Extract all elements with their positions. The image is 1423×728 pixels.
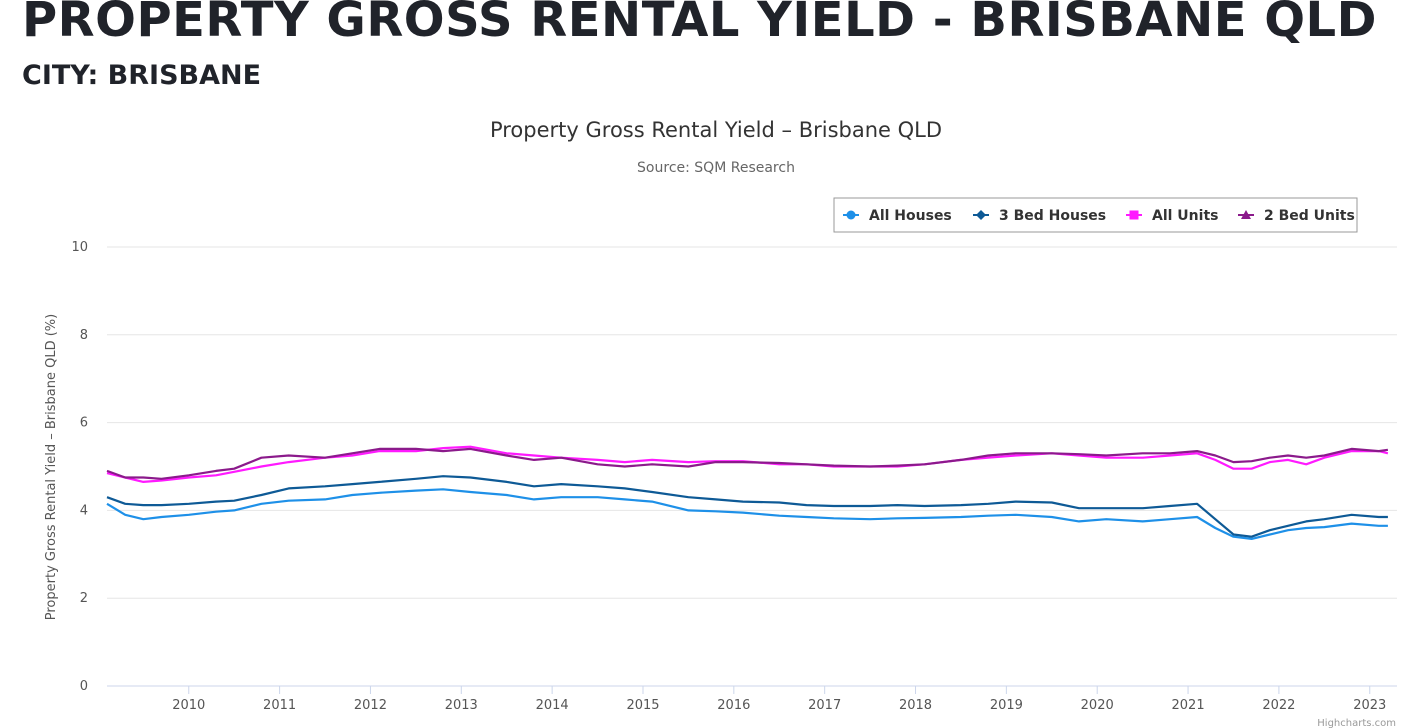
- y-tick-label: 10: [71, 240, 88, 255]
- triangle-marker-icon: [1241, 210, 1251, 219]
- x-tick-label: 2012: [354, 698, 387, 713]
- legend-item[interactable]: All Units: [1126, 208, 1218, 224]
- x-tick-label: 2016: [717, 698, 750, 713]
- x-tick-label: 2018: [899, 698, 932, 713]
- x-axis-ticks: 2010 2011 2012 2013 2014 2015 2016 2017 2018 2019…: [172, 686, 1386, 713]
- circle-marker-icon: [846, 210, 856, 220]
- legend-box: [833, 197, 1358, 233]
- page-heading: PROPERTY GROSS RENTAL YIELD - BRISBANE Q…: [22, 0, 1377, 48]
- x-tick-label: 2022: [1262, 698, 1295, 713]
- series-line-0: [106, 488, 1388, 541]
- legend-item[interactable]: All Houses: [843, 208, 952, 224]
- x-tick-label: 2011: [263, 698, 296, 713]
- x-tick-label: 2014: [536, 698, 569, 713]
- legend-item[interactable]: 2 Bed Units: [1238, 208, 1355, 224]
- x-tick-label: 2023: [1353, 698, 1386, 713]
- x-tick-label: 2021: [1172, 698, 1205, 713]
- y-tick-label: 6: [80, 416, 88, 431]
- x-tick-label: 2019: [990, 698, 1023, 713]
- y-tick-label: 8: [80, 328, 88, 343]
- diamond-marker-icon: [976, 210, 986, 220]
- legend-label: 2 Bed Units: [1264, 208, 1355, 224]
- chart-subtitle: Source: SQM Research: [637, 160, 795, 176]
- square-marker-icon: [1129, 210, 1139, 220]
- y-tick-label: 0: [80, 679, 88, 694]
- series-lines: [106, 445, 1389, 541]
- x-tick-label: 2015: [626, 698, 659, 713]
- chart-title: Property Gross Rental Yield – Brisbane Q…: [490, 118, 942, 142]
- city-heading: CITY: BRISBANE: [22, 60, 262, 91]
- y-tick-label: 2: [80, 591, 88, 606]
- x-tick-label: 2013: [445, 698, 478, 713]
- legend-label: All Units: [1152, 208, 1218, 224]
- y-axis-label: Property Gross Rental Yield – Brisbane Q…: [44, 314, 59, 620]
- series-line-2: [106, 445, 1389, 483]
- credits-link[interactable]: Highcharts.com: [1317, 718, 1396, 728]
- x-tick-label: 2020: [1081, 698, 1114, 713]
- x-tick-label: 2010: [172, 698, 205, 713]
- legend-label: All Houses: [869, 208, 952, 224]
- grid-lines: [107, 246, 1397, 687]
- y-axis-ticks: 0 2 4 6 8 10: [71, 240, 88, 694]
- legend-label: 3 Bed Houses: [999, 208, 1106, 224]
- x-tick-label: 2017: [808, 698, 841, 713]
- legend-item[interactable]: 3 Bed Houses: [973, 208, 1106, 224]
- y-tick-label: 4: [80, 503, 88, 518]
- series-line-1: [106, 475, 1388, 538]
- chart-legend: All Houses 3 Bed Houses All Units 2 Bed Uni…: [833, 197, 1358, 233]
- series-line-3: [106, 447, 1389, 480]
